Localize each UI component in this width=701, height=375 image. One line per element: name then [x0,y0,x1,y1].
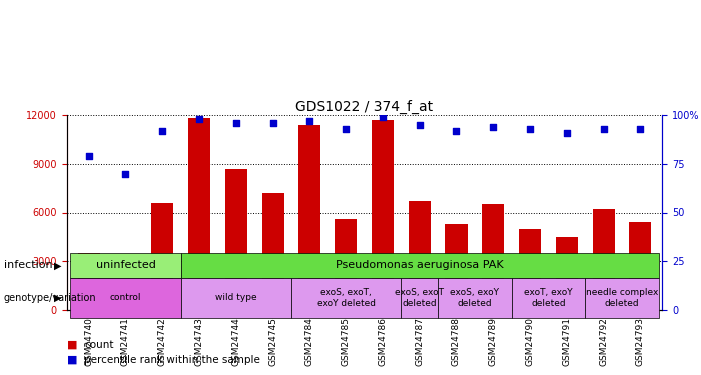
Point [156,128,168,134]
Point [488,124,499,130]
Text: ■: ■ [67,355,77,365]
Bar [335,219,358,310]
Bar [70,253,181,278]
Bar [181,253,659,278]
Bar [438,278,512,318]
Point [230,120,241,126]
Text: control: control [109,294,141,303]
Bar [261,193,284,310]
Bar [188,118,210,310]
Bar [519,229,541,310]
Point [635,126,646,132]
Text: ■: ■ [67,340,77,350]
Point [120,171,131,177]
Bar [556,237,578,310]
Bar [291,278,401,318]
Bar [512,278,585,318]
Text: count: count [84,340,114,350]
Point [83,153,94,159]
Text: exoS, exoT
deleted: exoS, exoT deleted [395,288,444,308]
Bar [181,278,291,318]
Point [414,122,426,128]
Point [562,129,573,135]
Text: wild type: wild type [215,294,257,303]
Bar [70,278,181,318]
Bar [629,222,651,310]
Text: percentile rank within the sample: percentile rank within the sample [84,355,260,365]
Bar [409,201,430,310]
Text: ▶: ▶ [54,261,62,270]
Bar [372,120,394,310]
Title: GDS1022 / 374_f_at: GDS1022 / 374_f_at [295,100,434,114]
Text: exoS, exoY
deleted: exoS, exoY deleted [450,288,499,308]
Point [598,126,609,132]
Bar [299,125,320,310]
Text: needle complex
deleted: needle complex deleted [586,288,658,308]
Point [451,128,462,134]
Point [377,114,388,120]
Text: ▶: ▶ [54,293,62,303]
Text: exoS, exoT,
exoY deleted: exoS, exoT, exoY deleted [317,288,376,308]
Bar [151,203,173,310]
Text: genotype/variation: genotype/variation [4,293,96,303]
Text: Pseudomonas aeruginosa PAK: Pseudomonas aeruginosa PAK [336,261,503,270]
Text: uninfected: uninfected [95,261,156,270]
Text: exoT, exoY
deleted: exoT, exoY deleted [524,288,573,308]
Bar [78,253,100,310]
Bar [114,281,137,310]
Bar [482,204,504,310]
Point [341,126,352,132]
Bar [585,278,659,318]
Point [267,120,278,126]
Bar [401,278,438,318]
Bar [225,169,247,310]
Bar [592,209,615,310]
Point [524,126,536,132]
Point [304,118,315,124]
Bar [445,224,468,310]
Text: infection: infection [4,261,52,270]
Point [193,116,205,122]
